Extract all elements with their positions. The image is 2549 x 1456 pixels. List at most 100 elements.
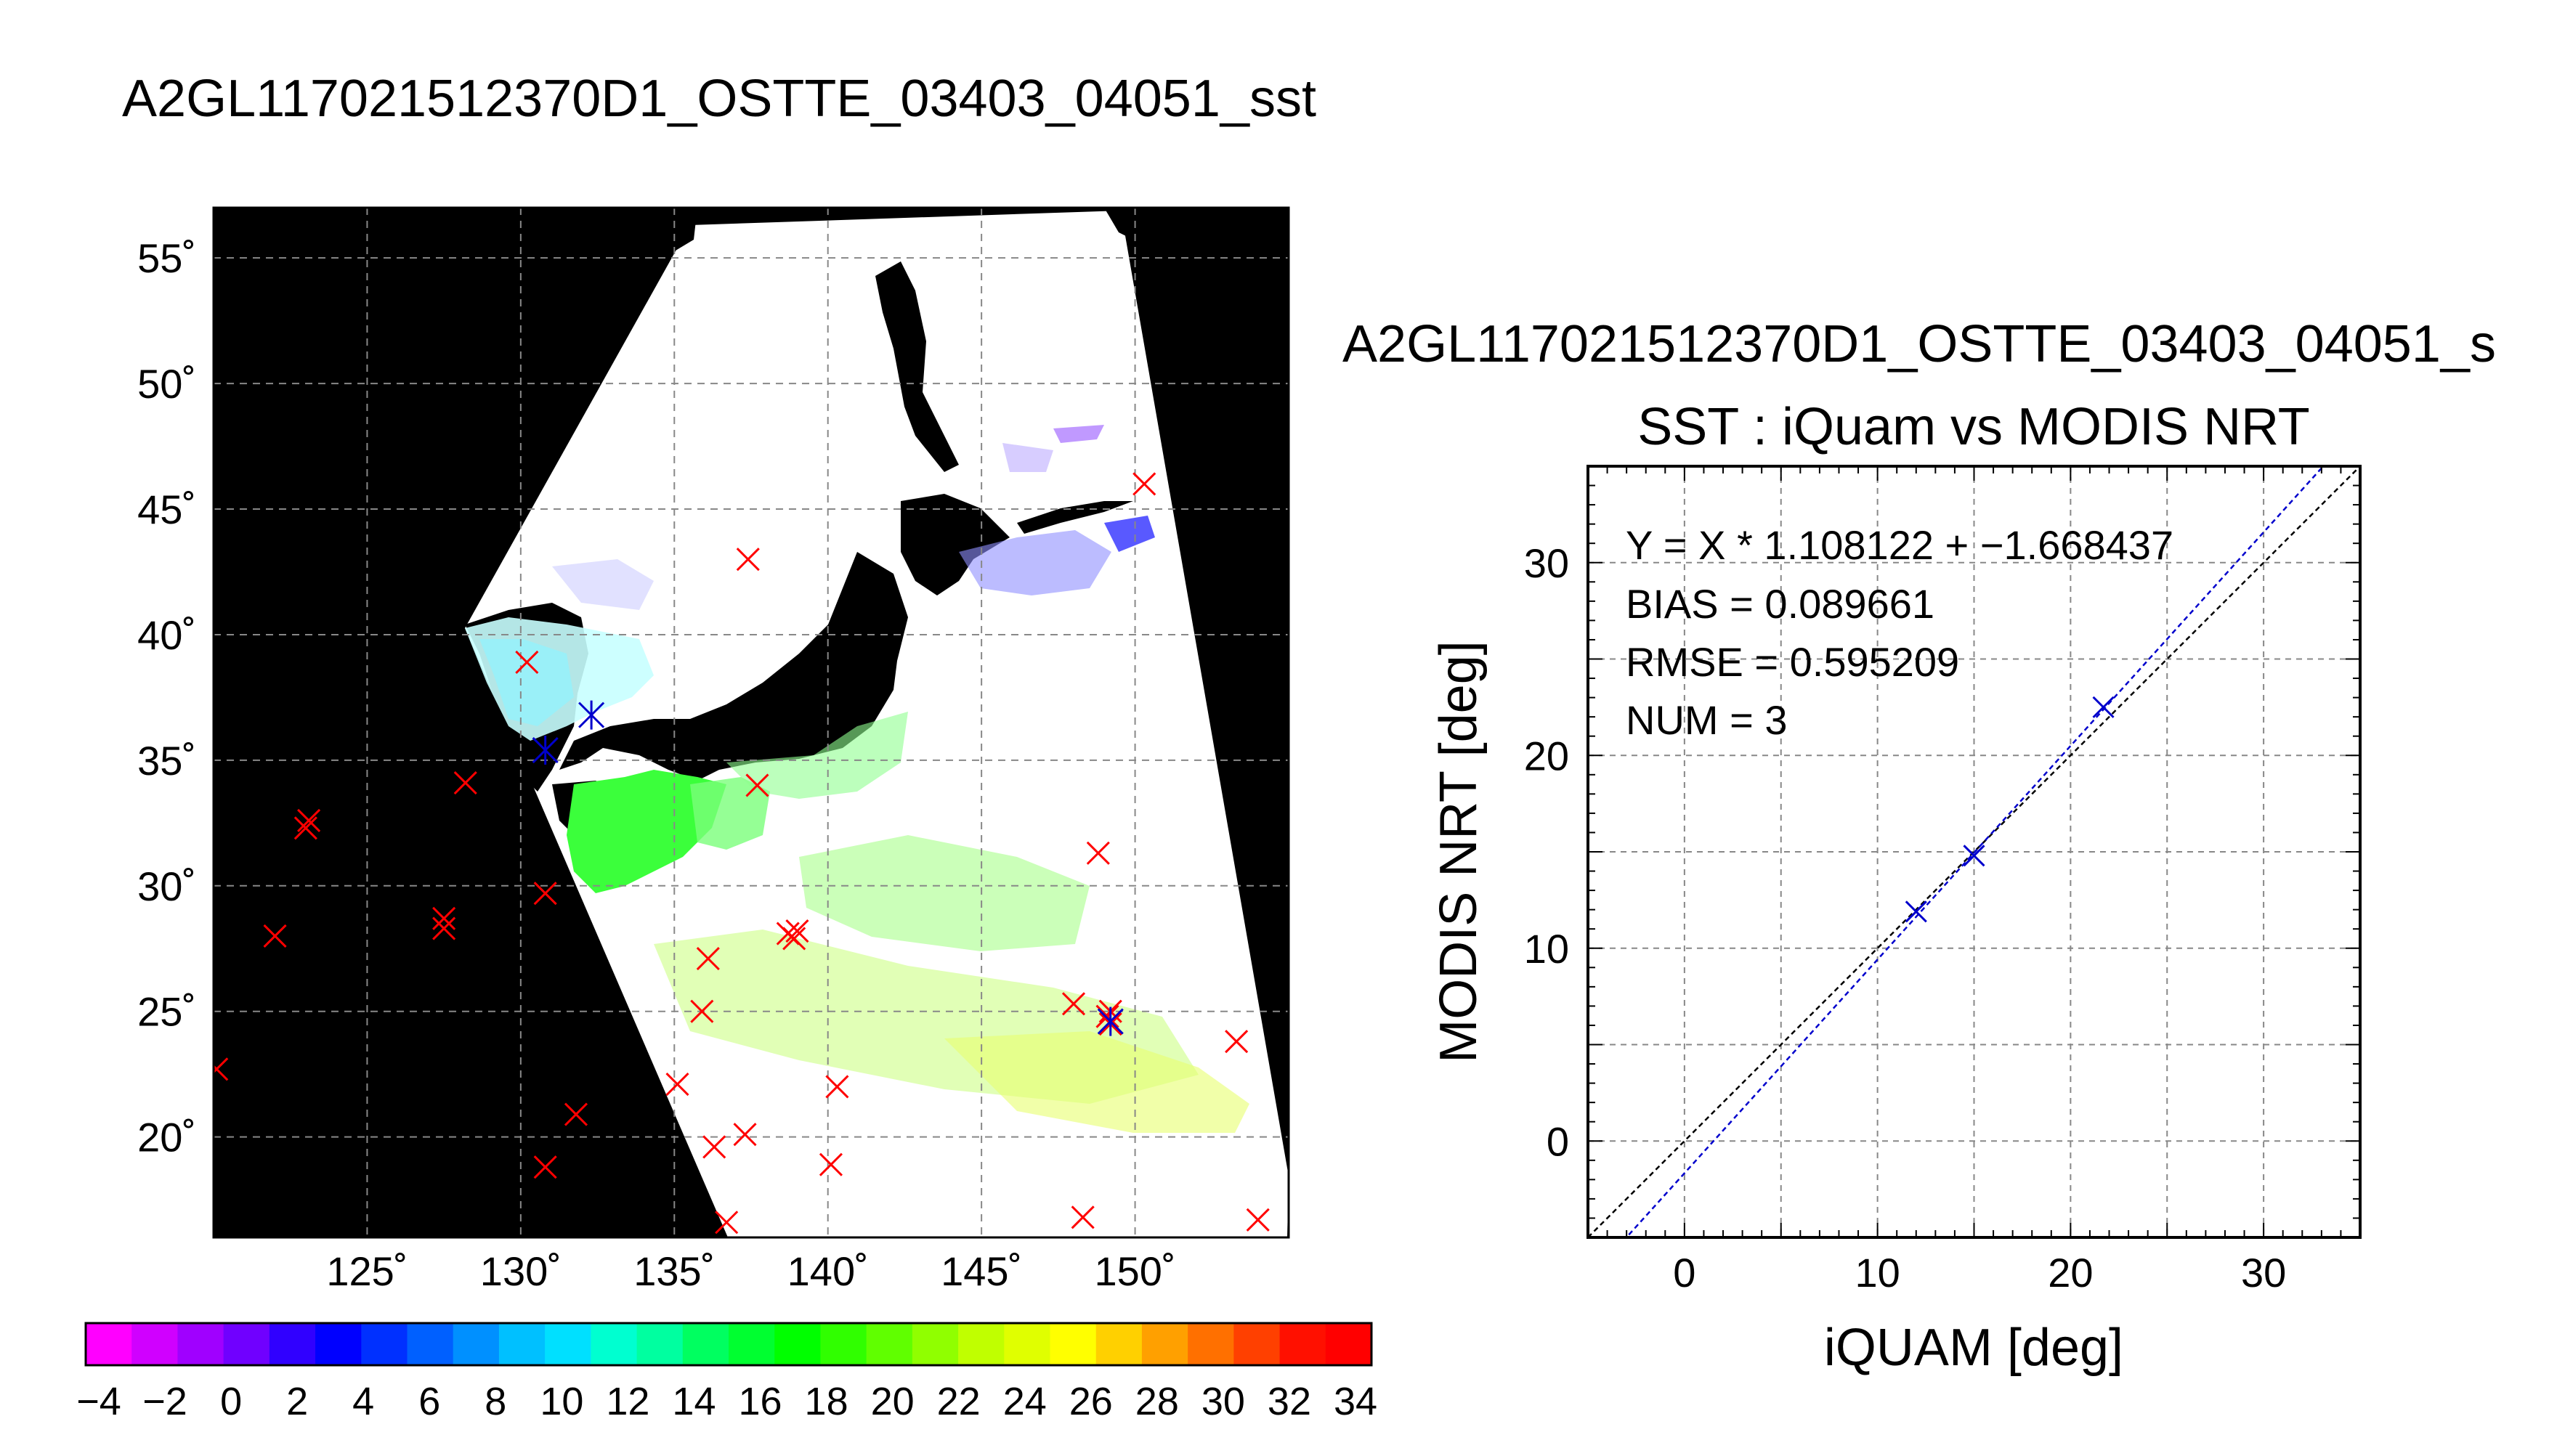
map-marker-matched (532, 736, 559, 765)
colorbar-swatch (1095, 1323, 1143, 1365)
scatter-frame (1586, 465, 2362, 1239)
map-marker-unmatched (696, 947, 720, 971)
colorbar-tick-label: 32 (1268, 1380, 1311, 1423)
map-markers (214, 472, 1270, 1235)
map-marker-unmatched (690, 999, 714, 1023)
colorbar-swatch (223, 1323, 270, 1365)
map-lat-tick-label: 20˚ (137, 1115, 196, 1160)
map-marker-unmatched (1086, 841, 1110, 865)
map-marker-unmatched (263, 924, 287, 948)
map-marker-unmatched (782, 927, 806, 951)
scatter-y-tick-label: 10 (1524, 926, 1569, 972)
scatter-lines (1588, 466, 2360, 1237)
colorbar-swatch (453, 1323, 500, 1365)
scatter-y-tick-labels: 0 10 20 30 (1524, 540, 1569, 1165)
colorbar-swatch (86, 1323, 132, 1365)
map-marker-unmatched (702, 1135, 726, 1159)
colorbar-swatch (682, 1323, 729, 1365)
scatter-x-tick-label: 20 (2048, 1250, 2093, 1296)
scatter-panel (1586, 465, 2362, 1239)
scatter-subtitle: SST : iQuam vs MODIS NRT (1637, 398, 2310, 456)
colorbar-swatch (131, 1323, 178, 1365)
colorbar-tick-label: 20 (871, 1380, 915, 1423)
colorbar (84, 1322, 1373, 1367)
colorbar-tick-label: 28 (1135, 1380, 1179, 1423)
colorbar-tick-label: 12 (606, 1380, 649, 1423)
scatter-x-tick-labels: 0 10 20 30 (1673, 1250, 2286, 1296)
map-marker-unmatched (1132, 472, 1156, 496)
colorbar-tick-label: 6 (418, 1380, 440, 1423)
map-marker-unmatched (564, 1102, 588, 1126)
scatter-title: A2GL117021512370D1_OSTTE_03403_04051_s (1342, 315, 2496, 373)
colorbar-swatch (269, 1323, 316, 1365)
colorbar-tick-label: 0 (220, 1380, 242, 1423)
colorbar-swatch (407, 1323, 454, 1365)
map-lat-tick-label: 35˚ (137, 738, 196, 784)
stats-bias: BIAS = 0.089661 (1626, 581, 1934, 627)
map-marker-unmatched (1071, 1205, 1095, 1229)
colorbar-swatch (912, 1323, 959, 1365)
map-marker-unmatched (819, 1152, 843, 1176)
colorbar-swatch (1004, 1323, 1050, 1365)
map-marker-unmatched (825, 1075, 849, 1099)
colorbar-tick-label: −4 (76, 1380, 121, 1423)
stats-num: NUM = 3 (1626, 697, 1788, 743)
map-lat-tick-label: 55˚ (137, 235, 196, 281)
colorbar-swatch (1233, 1323, 1281, 1365)
colorbar-swatch (1050, 1323, 1097, 1365)
scatter-one-to-one-line (1588, 466, 2360, 1237)
colorbar-swatch (498, 1323, 546, 1365)
scatter-x-tick-label: 0 (1673, 1250, 1695, 1296)
map-marker-unmatched (715, 1211, 739, 1235)
map-marker-unmatched (432, 906, 456, 930)
scatter-point (1905, 900, 1927, 923)
scatter-point (2092, 696, 2115, 718)
scatter-x-tick-label: 10 (1855, 1250, 1900, 1296)
colorbar-swatch (177, 1323, 224, 1365)
colorbar-tick-label: 10 (540, 1380, 583, 1423)
colorbar-tick-label: 4 (352, 1380, 374, 1423)
map-lat-tick-label: 40˚ (137, 612, 196, 658)
colorbar-swatch (1325, 1323, 1372, 1365)
colorbar-frame (84, 1322, 1373, 1367)
colorbar-labels: −4 −2 0 2 4 6 8 10 12 14 16 18 20 22 24 26 28 30 32 34 (76, 1380, 1377, 1423)
colorbar-tick-label: 14 (672, 1380, 716, 1423)
map-lat-tick-label: 30˚ (137, 863, 196, 909)
scatter-stats: Y = X * 1.108122 + −1.668437 BIAS = 0.08… (1626, 522, 2173, 743)
map-marker-unmatched (293, 816, 317, 840)
map-lat-tick-label: 50˚ (137, 361, 196, 407)
map-marker-unmatched (432, 916, 456, 940)
colorbar-tick-label: 26 (1069, 1380, 1113, 1423)
colorbar-tick-label: 18 (805, 1380, 848, 1423)
map-lat-tick-label: 25˚ (137, 989, 196, 1035)
colorbar-swatch (866, 1323, 913, 1365)
map-marker-unmatched (515, 650, 539, 675)
map-marker-unmatched (533, 882, 557, 906)
colorbar-swatch (729, 1323, 775, 1365)
map-marker-unmatched (1061, 992, 1086, 1016)
colorbar-swatch (820, 1323, 867, 1365)
map-marker-matched (1097, 1006, 1124, 1036)
stats-rmse: RMSE = 0.595209 (1626, 639, 1959, 685)
map-marker-unmatched (1225, 1030, 1249, 1054)
scatter-x-tick-label: 30 (2241, 1250, 2286, 1296)
map-marker-unmatched (665, 1072, 689, 1097)
map-frame (212, 206, 1290, 1239)
map-longitude-labels: 125˚ 130˚ 135˚ 140˚ 145˚ 150˚ (326, 1248, 1175, 1294)
map-lon-tick-label: 125˚ (326, 1248, 408, 1294)
colorbar-swatch (1141, 1323, 1188, 1365)
map-marker-unmatched (214, 1057, 229, 1081)
map-title: A2GL117021512370D1_OSTTE_03403_04051_sst (122, 70, 1316, 128)
map-latitude-labels: 55˚ 50˚ 45˚ 40˚ 35˚ 30˚ 25˚ 20˚ (137, 235, 196, 1160)
map-lon-tick-label: 140˚ (787, 1248, 869, 1294)
colorbar-swatch (315, 1323, 362, 1365)
colorbar-tick-label: −2 (142, 1380, 187, 1423)
colorbar-swatch (636, 1323, 684, 1365)
map-panel (214, 208, 1289, 1237)
colorbar-tick-label: 2 (286, 1380, 308, 1423)
scatter-point (1963, 845, 1985, 867)
map-marker-unmatched (1246, 1208, 1270, 1232)
map-lat-tick-label: 45˚ (137, 487, 196, 532)
